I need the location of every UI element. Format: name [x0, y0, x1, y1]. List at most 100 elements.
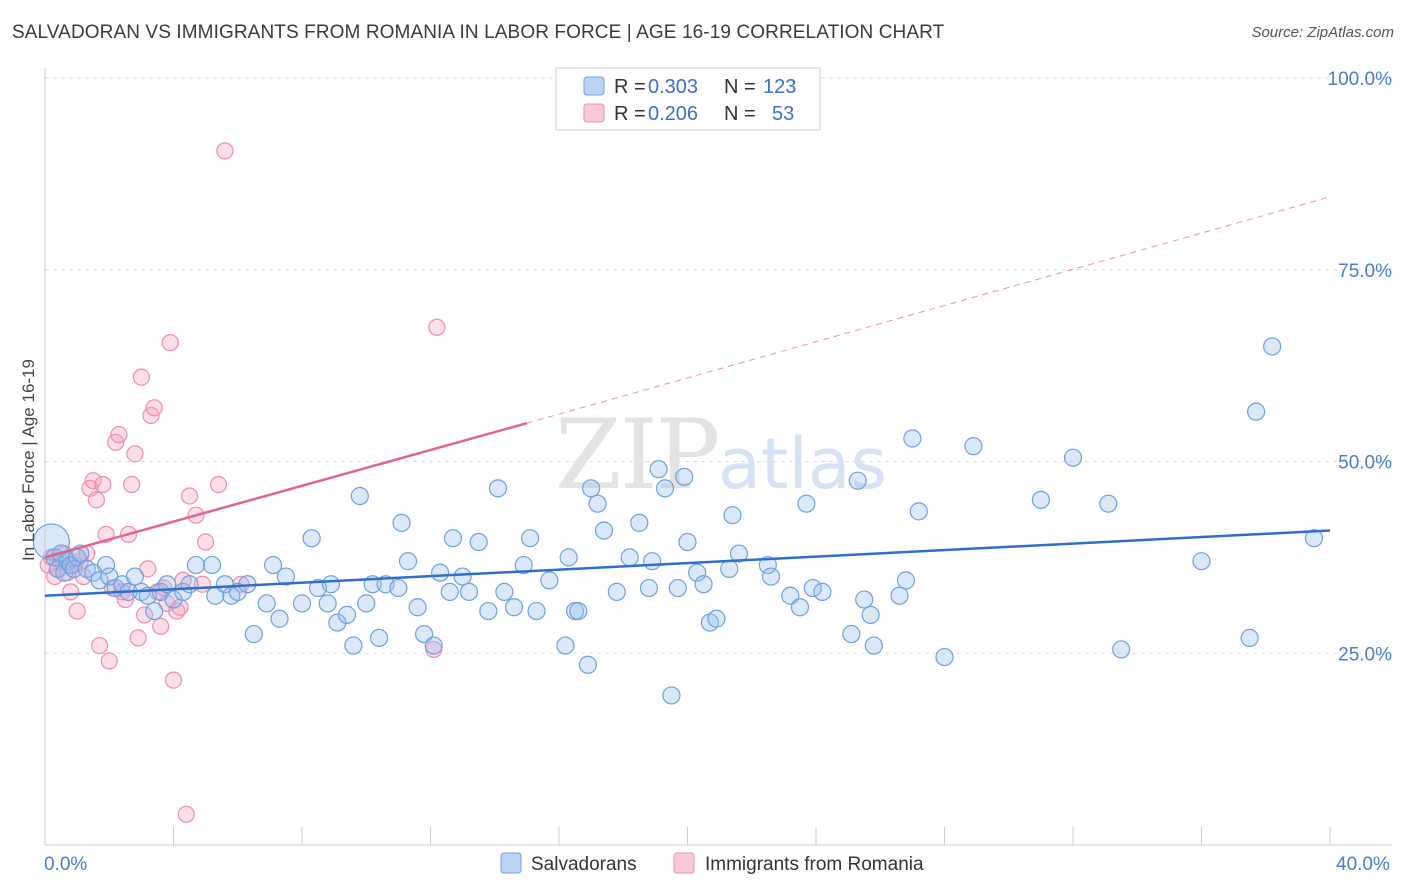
salvadoran-point — [392, 513, 411, 532]
grid-lines — [45, 77, 1392, 654]
romania-point — [177, 805, 195, 823]
romania-point — [132, 368, 150, 386]
bottom-legend-swatch-blue — [500, 852, 522, 874]
salvadoran-point — [504, 598, 524, 617]
romania-point — [110, 426, 128, 444]
salvadoran-point — [707, 609, 726, 628]
salvadoran-point — [263, 555, 283, 575]
trend-lines — [44, 196, 1331, 597]
romania-trend-extension — [526, 196, 1331, 424]
watermark-zip: ZIP — [555, 399, 718, 511]
salvadoran-point — [164, 590, 183, 609]
salvadoran-point — [630, 513, 649, 532]
salvadoran-point — [662, 686, 681, 705]
salvadoran-point — [488, 479, 508, 498]
salvadoran-point — [620, 548, 639, 567]
romania-trend-line — [44, 421, 528, 559]
salvadoran-point — [527, 601, 546, 621]
salvadoran-point — [202, 555, 222, 575]
y-tick-label-0: 25.0% — [1338, 644, 1392, 665]
salvadoran-point — [495, 582, 514, 601]
romania-point — [123, 475, 141, 494]
salvadoran-point — [270, 609, 289, 628]
romania-point — [145, 399, 163, 417]
salvadoran-point — [607, 582, 626, 601]
salvadoran-point — [440, 582, 459, 601]
romania-point — [68, 602, 86, 620]
series-legend: Salvadorans Immigrants from Romania — [500, 852, 924, 875]
romania-point — [84, 472, 102, 490]
salvadoran-point — [321, 575, 341, 594]
salvadoran-point — [855, 590, 874, 609]
romania-point — [94, 475, 112, 494]
salvadoran-point — [813, 582, 832, 601]
salvadoran-point — [790, 598, 810, 617]
salvadoran-point — [668, 578, 687, 598]
salvadoran-point — [228, 582, 247, 601]
salvadoran-point — [1112, 640, 1131, 659]
series-salvadorans-points — [32, 337, 1324, 705]
salvadoran-point — [842, 624, 861, 644]
bottom-legend-label-salvadorans: Salvadorans — [531, 854, 637, 875]
salvadoran-point — [1192, 552, 1211, 571]
salvadoran-point — [357, 594, 376, 613]
salvadoran-point — [257, 594, 276, 613]
salvadoran-point — [1031, 490, 1050, 509]
salvadoran-point — [556, 636, 575, 655]
romania-point — [164, 671, 183, 689]
salvadoran-point — [337, 605, 357, 625]
y-tick-labels: 25.0% 50.0% 75.0% 100.0% — [1328, 69, 1393, 665]
y-tick-label-3: 100.0% — [1328, 69, 1393, 90]
salvadoran-point — [302, 529, 321, 548]
salvadoran-point — [453, 567, 472, 586]
salvadoran-point — [964, 437, 983, 456]
romania-point — [62, 583, 80, 601]
salvadoran-point — [431, 563, 450, 582]
salvadoran-point — [318, 594, 337, 613]
salvadoran-point — [389, 578, 408, 598]
salvadoran-point — [639, 578, 659, 598]
romania-point — [161, 334, 179, 352]
salvadoran-point — [909, 502, 928, 521]
salvadoran-point — [1247, 402, 1266, 421]
salvadoran-point — [649, 460, 668, 479]
salvadoran-point — [848, 471, 867, 490]
y-tick-label-1: 50.0% — [1338, 453, 1392, 474]
salvadoran-point — [479, 601, 498, 621]
salvadoran-point — [344, 636, 363, 655]
salvadoran-point — [90, 571, 109, 590]
romania-point — [209, 475, 228, 494]
series-romania-points — [39, 142, 446, 823]
romania-point — [197, 533, 215, 551]
legend-n-value-blue: 123 — [763, 76, 796, 98]
salvadoran-point — [594, 521, 614, 540]
salvadoran-point — [694, 575, 713, 594]
x-tick-labels: 0.0% 40.0% — [44, 854, 1390, 875]
salvadoran-point — [582, 479, 601, 498]
y-axis-title: In Labor Force | Age 16-19 — [19, 359, 38, 561]
romania-point — [135, 606, 154, 624]
salvadoran-point — [569, 601, 588, 621]
x-tick-label-min: 0.0% — [44, 854, 87, 875]
salvadoran-point — [643, 552, 662, 571]
salvadoran-point — [125, 567, 145, 586]
watermark-atlas: atlas — [718, 423, 887, 505]
chart-title: SALVADORAN VS IMMIGRANTS FROM ROMANIA IN… — [12, 22, 945, 43]
source-label: Source: ZipAtlas.com — [1251, 24, 1394, 41]
salvadoran-point — [370, 628, 389, 648]
legend-swatch-pink — [583, 103, 605, 123]
salvadoran-point — [723, 506, 742, 525]
salvadoran-point — [424, 636, 443, 655]
y-tick-label-2: 75.0% — [1338, 261, 1392, 282]
salvadoran-point — [588, 494, 607, 513]
romania-point — [152, 617, 170, 636]
salvadoran-point — [1263, 337, 1282, 356]
watermark: ZIP atlas — [555, 399, 887, 511]
salvadoran-point — [803, 578, 822, 598]
legend-n-value-pink: 53 — [772, 103, 794, 125]
salvadoran-point — [540, 571, 559, 590]
legend-r-label-pink: R = — [614, 103, 646, 125]
salvadoran-point — [186, 555, 206, 575]
salvadoran-point — [761, 567, 781, 586]
